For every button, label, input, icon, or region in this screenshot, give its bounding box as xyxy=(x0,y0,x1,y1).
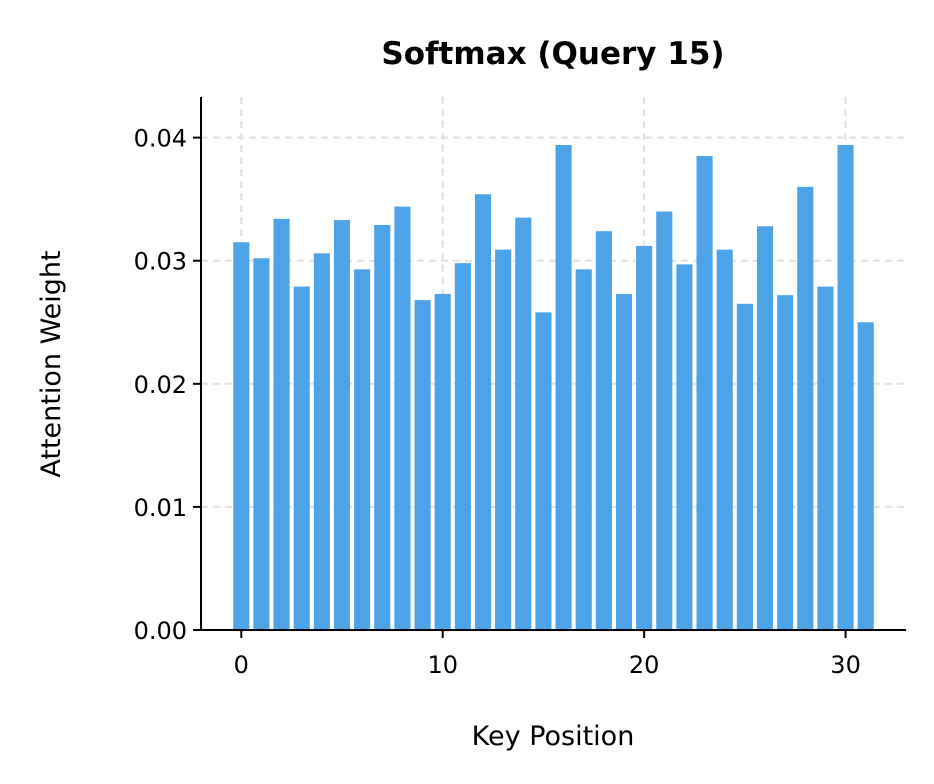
bar xyxy=(636,245,653,630)
bars xyxy=(233,145,874,631)
x-tick-label: 30 xyxy=(830,651,861,679)
bar xyxy=(374,225,391,630)
bar xyxy=(233,242,250,630)
bar xyxy=(595,231,612,630)
bar xyxy=(414,300,431,630)
x-tick-label: 0 xyxy=(234,651,249,679)
bar xyxy=(656,211,673,630)
y-tick-label: 0.02 xyxy=(134,371,187,399)
bar xyxy=(394,206,411,631)
bar xyxy=(434,293,451,630)
bar xyxy=(293,286,310,630)
bar xyxy=(474,194,492,630)
y-tick-label: 0.04 xyxy=(134,125,187,153)
bar xyxy=(615,293,633,630)
bar xyxy=(555,145,572,630)
bar xyxy=(495,249,512,630)
bar xyxy=(253,258,270,630)
bar xyxy=(676,264,693,630)
axes: 0 10 20 30 0.00 0.01 0.02 0.03 0.04 xyxy=(134,97,906,679)
x-axis-label: Key Position xyxy=(472,721,635,752)
y-tick-label: 0.00 xyxy=(134,617,187,645)
bar xyxy=(454,263,471,630)
bar xyxy=(273,218,290,630)
bar xyxy=(837,145,854,630)
bar xyxy=(535,312,552,630)
bar xyxy=(313,253,330,630)
chart-title: Softmax (Query 15) xyxy=(381,36,724,72)
bar xyxy=(333,220,351,631)
y-tick-label: 0.01 xyxy=(134,494,187,522)
x-tick-label: 10 xyxy=(427,651,458,679)
bar xyxy=(817,286,834,630)
x-tick-label: 20 xyxy=(629,651,660,679)
bar xyxy=(696,156,713,630)
bar xyxy=(716,249,733,630)
y-axis-label: Attention Weight xyxy=(36,250,67,477)
bar xyxy=(756,226,774,630)
bar xyxy=(857,322,874,630)
bar xyxy=(575,269,592,630)
bar xyxy=(354,269,371,630)
bar xyxy=(515,217,532,630)
bar xyxy=(777,295,794,630)
bar xyxy=(736,303,753,630)
y-tick-label: 0.03 xyxy=(134,248,187,276)
bar xyxy=(797,186,814,630)
